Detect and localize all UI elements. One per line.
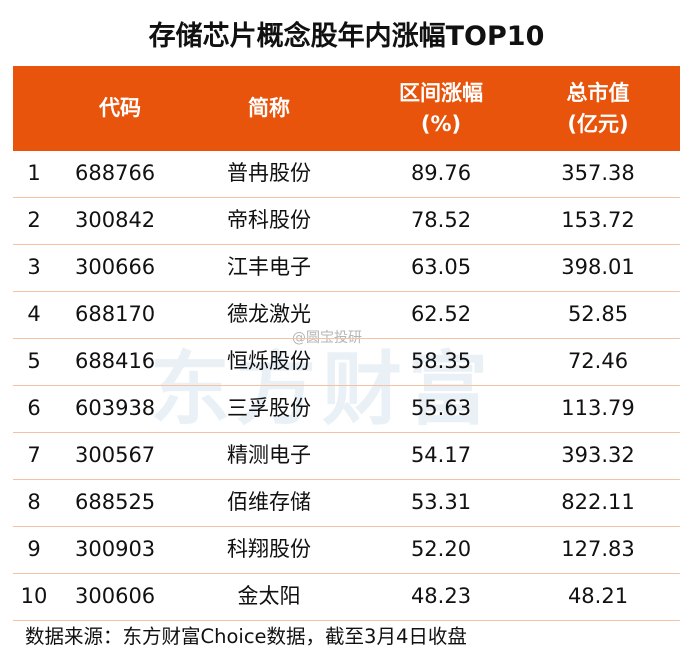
table-row: 1 688766 普冉股份 89.76 357.38 (13, 151, 680, 198)
table-row: 3 300666 江丰电子 63.05 398.01 (13, 245, 680, 292)
header-cap-unit: (亿元) (567, 111, 629, 136)
table-row: 5 688416 恒烁股份 58.35 72.46 (13, 339, 680, 386)
change-cell: 78.52 (410, 208, 472, 232)
rank-cell: 6 (27, 396, 41, 420)
header-change-unit: (%) (420, 111, 462, 136)
header-change: 区间涨幅 (%) (383, 66, 499, 151)
name-cell: 帝科股份 (227, 208, 311, 232)
table-row: 8 688525 佰维存储 53.31 822.11 (13, 480, 680, 527)
change-cell: 55.63 (410, 396, 472, 420)
chart-title: 存储芯片概念股年内涨幅TOP10 (148, 21, 545, 52)
header-cap: 总市值 (亿元) (538, 66, 658, 151)
rank-cell: 5 (27, 349, 41, 373)
table-row: 10 300606 金太阳 48.23 48.21 (13, 574, 680, 621)
name-cell: 德龙激光 (227, 302, 311, 326)
name-cell: 恒烁股份 (227, 349, 311, 373)
table-row: 4 688170 德龙激光 62.52 52.85 (13, 292, 680, 339)
code-cell: 300903 (75, 537, 156, 561)
code-cell: 300666 (75, 255, 156, 279)
name-cell: 科翔股份 (227, 537, 311, 561)
header-change-label: 区间涨幅 (399, 80, 483, 105)
table-row: 7 300567 精测电子 54.17 393.32 (13, 433, 680, 480)
cap-cell: 393.32 (561, 443, 635, 467)
change-cell: 53.31 (410, 490, 472, 514)
rank-cell: 1 (27, 161, 41, 185)
name-cell: 江丰电子 (227, 255, 311, 279)
change-cell: 48.23 (410, 584, 472, 608)
name-cell: 精测电子 (227, 443, 311, 467)
change-cell: 62.52 (410, 302, 472, 326)
cap-cell: 48.21 (567, 584, 629, 608)
header-code: 代码 (75, 66, 165, 151)
header-code-label: 代码 (99, 96, 141, 120)
cap-cell: 398.01 (561, 255, 635, 279)
rank-cell: 2 (27, 208, 41, 232)
rank-cell: 8 (27, 490, 41, 514)
name-cell: 金太阳 (237, 584, 301, 608)
code-cell: 300606 (75, 584, 156, 608)
name-cell: 三孚股份 (227, 396, 311, 420)
change-cell: 52.20 (410, 537, 472, 561)
header-cap-label: 总市值 (566, 80, 630, 105)
table-row: 9 300903 科翔股份 52.20 127.83 (13, 527, 680, 574)
cap-cell: 153.72 (561, 208, 635, 232)
cap-cell: 72.46 (567, 349, 629, 373)
cap-cell: 357.38 (561, 161, 635, 185)
code-cell: 688416 (75, 349, 156, 373)
cap-cell: 822.11 (561, 490, 635, 514)
change-cell: 89.76 (410, 161, 472, 185)
table-header: 代码 简称 区间涨幅 (%) 总市值 (亿元) (13, 66, 680, 151)
change-cell: 54.17 (410, 443, 472, 467)
code-cell: 300567 (75, 443, 156, 467)
code-cell: 688170 (75, 302, 156, 326)
code-cell: 603938 (75, 396, 156, 420)
rank-cell: 10 (20, 584, 48, 608)
rank-cell: 4 (27, 302, 41, 326)
name-cell: 佰维存储 (227, 490, 311, 514)
cap-cell: 113.79 (561, 396, 635, 420)
cap-cell: 52.85 (567, 302, 629, 326)
table-body: 1 688766 普冉股份 89.76 357.38 2 300842 帝科股份… (13, 151, 680, 621)
code-cell: 688766 (75, 161, 156, 185)
table-row: 6 603938 三孚股份 55.63 113.79 (13, 386, 680, 433)
code-cell: 300842 (75, 208, 156, 232)
name-cell: 普冉股份 (227, 161, 311, 185)
rank-cell: 7 (27, 443, 41, 467)
table-row: 2 300842 帝科股份 78.52 153.72 (13, 198, 680, 245)
header-name: 简称 (213, 66, 325, 151)
header-name-label: 简称 (248, 96, 290, 120)
rank-cell: 9 (27, 537, 41, 561)
rank-cell: 3 (27, 255, 41, 279)
change-cell: 63.05 (410, 255, 472, 279)
change-cell: 58.35 (410, 349, 472, 373)
code-cell: 688525 (75, 490, 156, 514)
cap-cell: 127.83 (561, 537, 635, 561)
data-source-note: 数据来源：东方财富Choice数据，截至3月4日收盘 (25, 625, 467, 648)
